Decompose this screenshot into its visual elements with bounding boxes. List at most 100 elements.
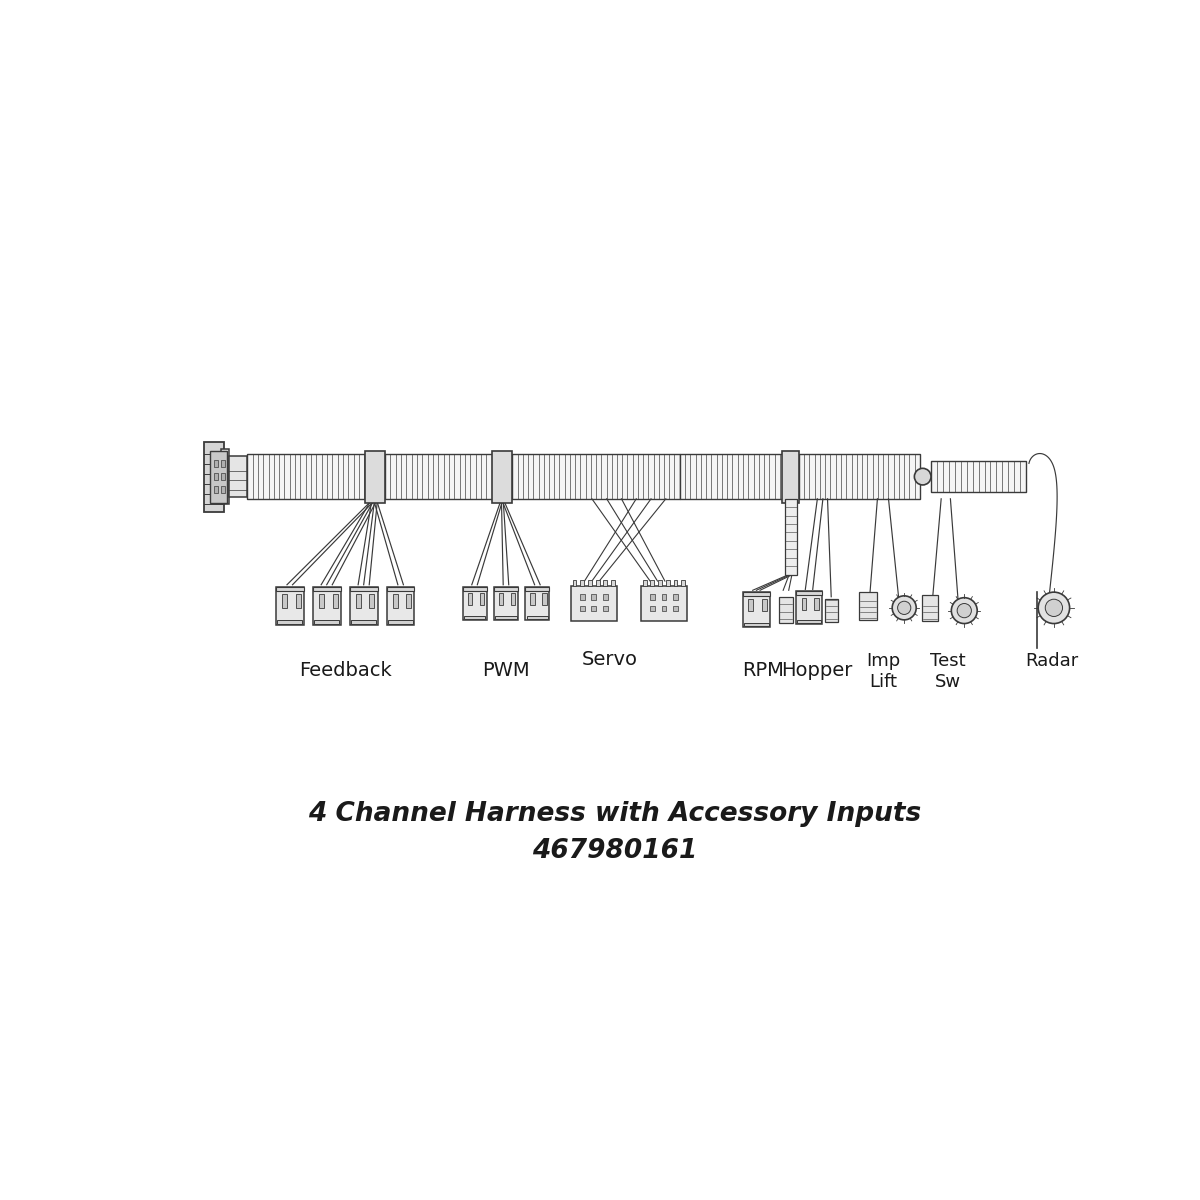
Bar [276, 587, 304, 625]
Bar [779, 596, 793, 623]
Bar [204, 442, 224, 511]
Bar [643, 581, 647, 586]
Bar [802, 598, 806, 610]
Bar [682, 581, 685, 586]
Bar [388, 620, 413, 624]
Circle shape [892, 596, 917, 620]
Bar [221, 473, 226, 480]
Circle shape [1045, 599, 1062, 617]
Bar [650, 594, 655, 600]
Bar [350, 587, 378, 625]
Bar [797, 620, 821, 624]
Bar [782, 451, 799, 503]
Bar [673, 606, 678, 612]
Bar [743, 592, 770, 628]
Bar [749, 599, 754, 612]
Bar [661, 594, 666, 600]
Bar [571, 586, 617, 620]
Bar [572, 581, 576, 586]
Text: 467980161: 467980161 [533, 838, 697, 864]
Bar [313, 587, 341, 625]
Bar [666, 581, 670, 586]
Bar [650, 581, 654, 586]
Circle shape [958, 604, 971, 618]
Bar [462, 587, 486, 590]
Bar [386, 587, 414, 592]
Bar [581, 581, 584, 586]
Bar [214, 473, 217, 480]
Bar [494, 587, 518, 590]
Bar [1048, 595, 1061, 620]
Text: 4 Channel Harness with Accessory Inputs: 4 Channel Harness with Accessory Inputs [308, 800, 922, 827]
Text: Test
Sw: Test Sw [930, 653, 966, 691]
Bar [611, 581, 614, 586]
Bar [595, 581, 600, 586]
Bar [931, 461, 1026, 492]
Bar [355, 594, 361, 608]
Bar [313, 587, 341, 592]
Text: RPM: RPM [742, 661, 784, 680]
Bar [314, 620, 340, 624]
Bar [673, 594, 678, 600]
Text: Feedback: Feedback [299, 661, 391, 680]
Bar [319, 594, 324, 608]
Bar [580, 594, 584, 600]
Bar [221, 460, 226, 467]
Bar [499, 593, 503, 605]
Bar [762, 599, 767, 612]
Bar [602, 606, 607, 612]
Bar [352, 620, 376, 624]
Circle shape [952, 598, 977, 624]
Bar [462, 587, 486, 620]
Bar [392, 594, 397, 608]
Bar [492, 451, 512, 503]
Bar [859, 592, 877, 620]
Bar [592, 594, 596, 600]
Bar [512, 455, 679, 499]
Bar [350, 587, 378, 592]
Bar [247, 455, 374, 499]
Bar [824, 599, 838, 622]
Bar [214, 460, 217, 467]
Bar [530, 593, 535, 605]
Bar [511, 593, 515, 605]
Bar [210, 451, 227, 503]
Circle shape [914, 468, 931, 485]
Text: Hopper: Hopper [781, 661, 852, 680]
Bar [785, 499, 797, 575]
Bar [796, 592, 822, 624]
Bar [332, 594, 337, 608]
Bar [221, 449, 229, 504]
Bar [214, 486, 217, 493]
Bar [661, 606, 666, 612]
Text: Radar: Radar [1026, 653, 1079, 670]
Bar [385, 455, 503, 499]
Bar [796, 592, 822, 595]
Bar [496, 616, 517, 619]
Bar [282, 594, 287, 608]
Bar [673, 581, 678, 586]
Circle shape [1038, 592, 1069, 624]
Bar [580, 606, 584, 612]
Bar [295, 594, 300, 608]
Bar [799, 455, 920, 499]
Bar [526, 587, 550, 590]
Bar [468, 593, 472, 605]
Bar [592, 606, 596, 612]
Bar [641, 586, 688, 620]
Bar [370, 594, 374, 608]
Bar [229, 456, 247, 497]
Circle shape [898, 601, 911, 614]
Bar [526, 587, 550, 620]
Text: PWM: PWM [482, 661, 529, 680]
Bar [494, 587, 518, 620]
Text: Servo: Servo [582, 650, 637, 670]
Bar [604, 581, 607, 586]
Bar [542, 593, 547, 605]
Bar [276, 587, 304, 592]
Bar [588, 581, 592, 586]
Bar [386, 587, 414, 625]
Bar [658, 581, 662, 586]
Bar [527, 616, 548, 619]
Bar [277, 620, 302, 624]
